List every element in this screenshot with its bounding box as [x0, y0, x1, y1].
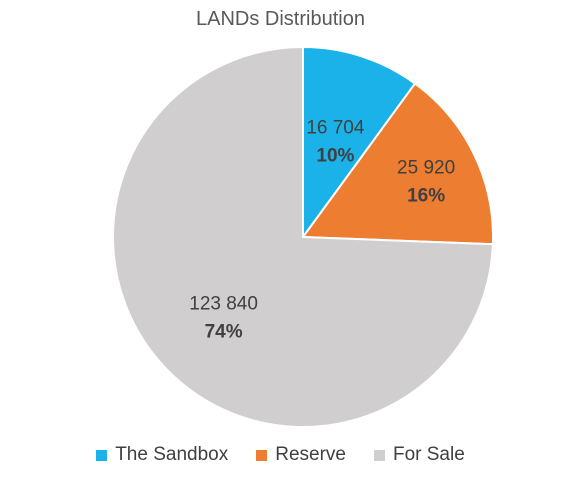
pie-slice-reserve	[301, 82, 494, 246]
slice-value-label: 16 704	[306, 118, 365, 139]
legend-swatch	[256, 449, 268, 461]
legend-label: Reserve	[275, 444, 346, 465]
legend-swatch	[373, 449, 385, 461]
chart-title: LANDs Distribution	[196, 8, 365, 30]
slice-percent-label: 74%	[205, 321, 243, 342]
legend-label: For Sale	[392, 444, 465, 465]
legend-item-for-sale: For Sale	[373, 444, 465, 466]
legend: The Sandbox Reserve For Sale	[0, 444, 561, 466]
legend-label: The Sandbox	[115, 444, 229, 465]
legend-item-the-sandbox: The Sandbox	[96, 444, 228, 466]
slice-value-label: 123 840	[189, 293, 258, 314]
pie-slice-the-sandbox	[302, 45, 417, 241]
slice-percent-label: 10%	[316, 146, 354, 167]
pie-slice-for-sale	[112, 45, 494, 428]
legend-swatch	[96, 449, 108, 461]
slice-percent-label: 16%	[407, 185, 445, 206]
legend-item-reserve: Reserve	[256, 444, 346, 466]
slice-value-label: 25 920	[397, 157, 455, 178]
